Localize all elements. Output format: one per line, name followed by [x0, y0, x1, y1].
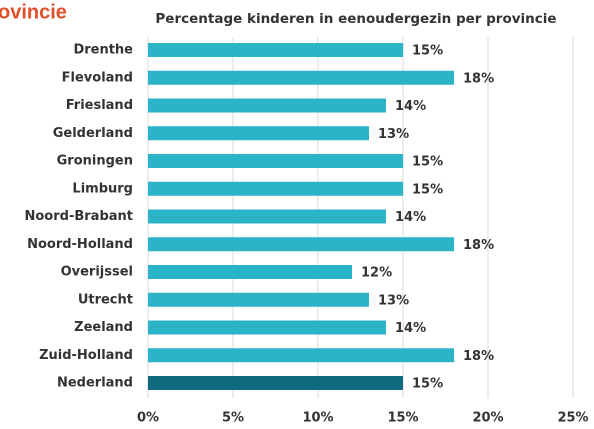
bar	[148, 98, 386, 113]
y-tick-label: Groningen	[57, 154, 133, 169]
y-tick-label: Drenthe	[73, 43, 133, 58]
value-label: 13%	[378, 127, 409, 142]
x-tick-label: 0%	[137, 411, 159, 426]
value-label: 14%	[395, 210, 426, 225]
chart-title: Percentage kinderen in eenoudergezin per…	[155, 11, 556, 27]
value-label: 18%	[463, 71, 494, 86]
y-tick-label: Zuid-Holland	[39, 348, 133, 363]
x-tick-label: 10%	[302, 411, 333, 426]
bar	[148, 43, 403, 57]
bar	[148, 348, 454, 363]
x-tick-label: 15%	[387, 411, 418, 426]
value-label: 13%	[378, 293, 409, 308]
value-label: 14%	[395, 99, 426, 114]
bar	[148, 265, 352, 279]
bar	[148, 209, 386, 224]
y-tick-label: Zeeland	[74, 320, 133, 335]
value-label: 15%	[412, 182, 443, 197]
bar	[148, 376, 403, 390]
bar	[148, 292, 369, 307]
y-tick-label: Gelderland	[53, 126, 133, 141]
y-tick-label: Friesland	[66, 98, 133, 113]
x-tick-label: 5%	[222, 411, 244, 426]
bar	[148, 181, 403, 196]
y-tick-label: Flevoland	[62, 70, 133, 85]
y-tick-label: Limburg	[72, 181, 133, 196]
y-tick-label: Overijssel	[61, 265, 133, 280]
bar	[148, 320, 386, 335]
cut-off-heading: ovincie	[0, 1, 67, 23]
value-label: 15%	[412, 377, 443, 392]
y-tick-label: Nederland	[57, 376, 133, 391]
y-tick-label: Noord-Holland	[27, 237, 133, 252]
value-label: 14%	[395, 321, 426, 336]
value-label: 12%	[361, 266, 392, 281]
value-label: 18%	[463, 238, 494, 253]
value-label: 15%	[412, 155, 443, 170]
x-tick-label: 25%	[557, 411, 588, 426]
bar	[148, 126, 369, 141]
bar	[148, 154, 403, 168]
bar	[148, 70, 454, 85]
y-tick-label: Noord-Brabant	[25, 209, 134, 224]
x-tick-label: 20%	[472, 411, 503, 426]
value-label: 18%	[463, 349, 494, 364]
value-label: 15%	[412, 44, 443, 59]
bar	[148, 237, 454, 252]
y-tick-label: Utrecht	[78, 292, 133, 307]
